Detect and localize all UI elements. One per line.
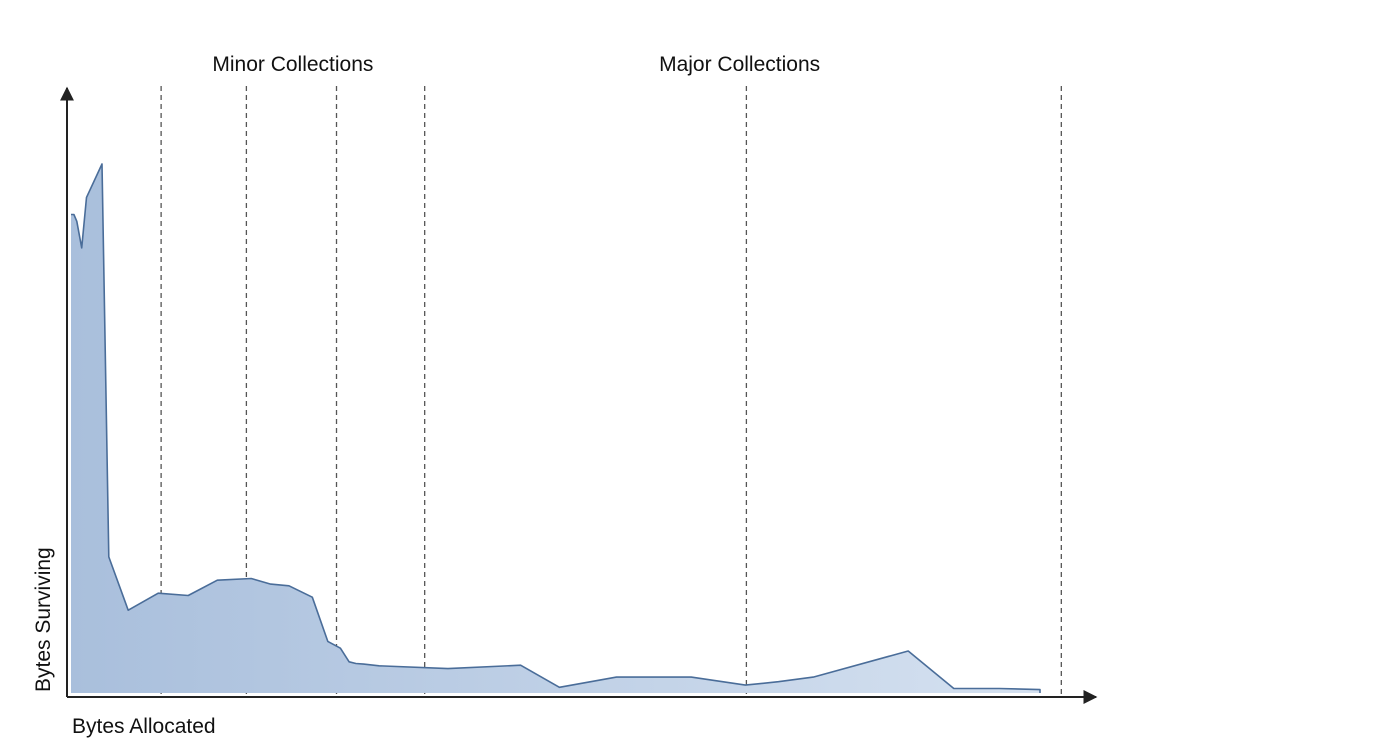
collection-dividers (160, 86, 1062, 697)
series-line (71, 163, 1041, 693)
x-axis-label: Bytes Allocated (72, 715, 216, 738)
series-area-fill (71, 164, 1040, 693)
y-axis-label: Bytes Surviving (32, 547, 55, 692)
annotation-labels: Minor Collections Major Collections (212, 53, 820, 76)
axes (60, 86, 1098, 704)
annotation-label: Major Collections (659, 53, 820, 76)
annotation-label: Minor Collections (212, 53, 373, 76)
data-area-layer (71, 163, 1041, 693)
